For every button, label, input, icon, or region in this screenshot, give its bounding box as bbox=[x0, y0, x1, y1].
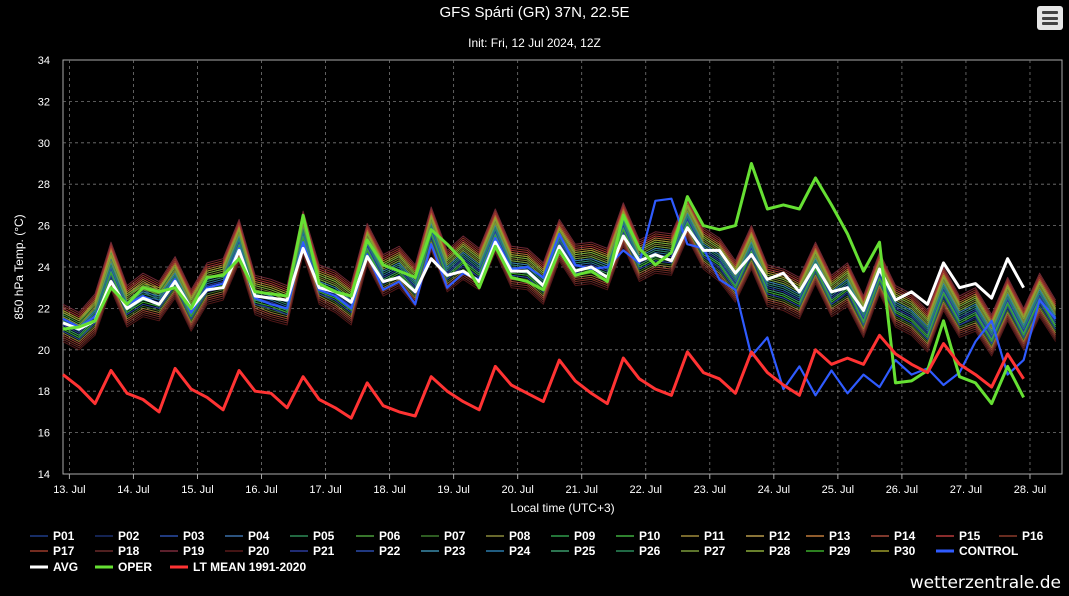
series-line-p24 bbox=[62, 216, 1057, 336]
series-line-p14 bbox=[62, 231, 1057, 351]
legend-label-p08: P08 bbox=[509, 529, 531, 543]
x-axis-label: Local time (UTC+3) bbox=[510, 501, 614, 515]
legend-label-p06: P06 bbox=[379, 529, 401, 543]
series-line-avg bbox=[62, 226, 1025, 331]
y-tick-label: 16 bbox=[38, 428, 50, 440]
legend-label-p30: P30 bbox=[894, 544, 916, 558]
x-tick-label: 27. Jul bbox=[950, 484, 982, 496]
x-tick-label: 25. Jul bbox=[822, 484, 854, 496]
legend-label-p25: P25 bbox=[574, 544, 596, 558]
series-line-p28 bbox=[62, 206, 1057, 326]
x-tick-label: 17. Jul bbox=[309, 484, 341, 496]
legend-label-p21: P21 bbox=[313, 544, 335, 558]
x-tick-label: 23. Jul bbox=[694, 484, 726, 496]
legend-label-p22: P22 bbox=[379, 544, 401, 558]
x-tick-label: 21. Jul bbox=[566, 484, 598, 496]
legend-label-p13: P13 bbox=[829, 529, 851, 543]
legend-label-p28: P28 bbox=[769, 544, 791, 558]
chart-subtitle: Init: Fri, 12 Jul 2024, 12Z bbox=[468, 36, 601, 50]
x-tick-label: 14. Jul bbox=[117, 484, 149, 496]
legend-label-p16: P16 bbox=[1022, 529, 1044, 543]
menu-bar bbox=[1042, 22, 1058, 25]
legend-label-p14: P14 bbox=[894, 529, 916, 543]
y-tick-label: 14 bbox=[38, 469, 50, 481]
legend-label-p03: P03 bbox=[183, 529, 205, 543]
legend-label-p05: P05 bbox=[313, 529, 335, 543]
legend-label-p18: P18 bbox=[118, 544, 140, 558]
y-tick-label: 26 bbox=[38, 221, 50, 233]
y-tick-label: 34 bbox=[38, 55, 50, 67]
series-line-p20 bbox=[62, 237, 1057, 357]
legend-label-p09: P09 bbox=[574, 529, 596, 543]
series-line-p16 bbox=[62, 233, 1057, 353]
legend-label-p27: P27 bbox=[704, 544, 726, 558]
legend-label-p11: P11 bbox=[704, 529, 725, 543]
series-line-p30 bbox=[62, 204, 1057, 324]
x-tick-label: 28. Jul bbox=[1014, 484, 1046, 496]
y-tick-label: 32 bbox=[38, 96, 50, 108]
x-tick-label: 15. Jul bbox=[181, 484, 213, 496]
legend-label-p26: P26 bbox=[639, 544, 661, 558]
x-tick-label: 13. Jul bbox=[53, 484, 85, 496]
menu-bar bbox=[1042, 11, 1058, 14]
x-tick-label: 26. Jul bbox=[886, 484, 918, 496]
legend-label-lt-mean-1991-2020: LT MEAN 1991-2020 bbox=[193, 560, 306, 574]
x-tick-label: 22. Jul bbox=[630, 484, 662, 496]
legend-label-p02: P02 bbox=[118, 529, 140, 543]
hamburger-menu-icon[interactable] bbox=[1037, 6, 1063, 30]
legend-label-p19: P19 bbox=[183, 544, 205, 558]
x-tick-label: 19. Jul bbox=[437, 484, 469, 496]
y-tick-label: 18 bbox=[38, 386, 50, 398]
legend-label-p04: P04 bbox=[248, 529, 270, 543]
chart-title: GFS Spárti (GR) 37N, 22.5E bbox=[439, 4, 630, 21]
legend-label-p24: P24 bbox=[509, 544, 531, 558]
series-line-p15 bbox=[62, 200, 1057, 320]
legend-label-avg: AVG bbox=[53, 560, 78, 574]
site-credit: wetterzentrale.de bbox=[909, 573, 1061, 593]
legend-label-p29: P29 bbox=[829, 544, 851, 558]
legend-label-p07: P07 bbox=[444, 529, 466, 543]
menu-bar bbox=[1042, 16, 1058, 20]
y-tick-label: 22 bbox=[38, 303, 50, 315]
y-axis-label: 850 hPa Temp. (°C) bbox=[12, 214, 26, 319]
legend-label-p12: P12 bbox=[769, 529, 791, 543]
legend-label-control: CONTROL bbox=[959, 544, 1018, 558]
series-line-p13 bbox=[62, 202, 1057, 322]
series-line-p26 bbox=[62, 214, 1057, 334]
legend-label-p01: P01 bbox=[53, 529, 75, 543]
series-line-lt-mean-1991-2020 bbox=[62, 333, 1025, 420]
y-tick-label: 30 bbox=[38, 138, 50, 150]
series-line-p19 bbox=[62, 196, 1057, 316]
legend-label-p17: P17 bbox=[53, 544, 75, 558]
legend-label-p10: P10 bbox=[639, 529, 661, 543]
series-line-oper bbox=[62, 162, 1025, 406]
series-line-p17 bbox=[62, 198, 1057, 318]
series-line-p18 bbox=[62, 235, 1057, 355]
legend-label-oper: OPER bbox=[118, 560, 152, 574]
x-tick-label: 16. Jul bbox=[245, 484, 277, 496]
x-tick-label: 20. Jul bbox=[501, 484, 533, 496]
x-tick-label: 24. Jul bbox=[758, 484, 790, 496]
y-tick-label: 24 bbox=[38, 262, 50, 274]
legend-label-p20: P20 bbox=[248, 544, 270, 558]
legend-label-p23: P23 bbox=[444, 544, 466, 558]
y-tick-label: 28 bbox=[38, 179, 50, 191]
x-tick-label: 18. Jul bbox=[373, 484, 405, 496]
legend-label-p15: P15 bbox=[959, 529, 981, 543]
y-tick-label: 20 bbox=[38, 345, 50, 357]
